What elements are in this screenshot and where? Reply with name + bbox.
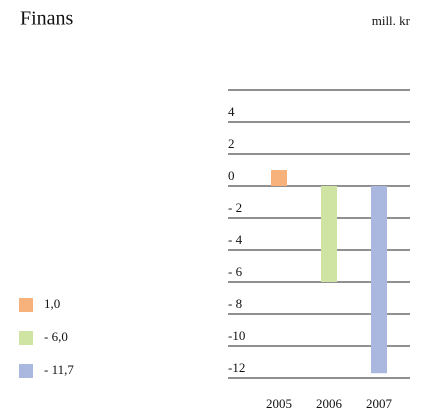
y-tick-label: 4: [228, 104, 235, 119]
x-tick-label: 2005: [266, 396, 292, 411]
y-tick-label: -12: [228, 360, 245, 375]
legend-label: - 11,7: [44, 362, 74, 377]
y-tick-label: - 4: [228, 232, 243, 247]
y-tick-label: - 2: [228, 200, 242, 215]
y-tick-label: -10: [228, 328, 245, 343]
legend-swatch: [19, 364, 33, 378]
legend-label: - 6,0: [44, 329, 68, 344]
y-tick-label: - 6: [228, 264, 243, 279]
bar: [271, 170, 287, 186]
legend-swatch: [19, 298, 33, 312]
x-tick-label: 2006: [316, 396, 343, 411]
x-tick-label: 2007: [366, 396, 393, 411]
y-tick-label: 2: [228, 136, 235, 151]
legend-label: 1,0: [44, 296, 60, 311]
chart-title: Finans: [20, 8, 74, 30]
y-tick-label: - 8: [228, 296, 242, 311]
legend-swatch: [19, 331, 33, 345]
unit-label: mill. kr: [372, 13, 411, 28]
y-tick-label: 0: [228, 168, 235, 183]
bar: [371, 186, 387, 374]
bar: [321, 186, 337, 282]
